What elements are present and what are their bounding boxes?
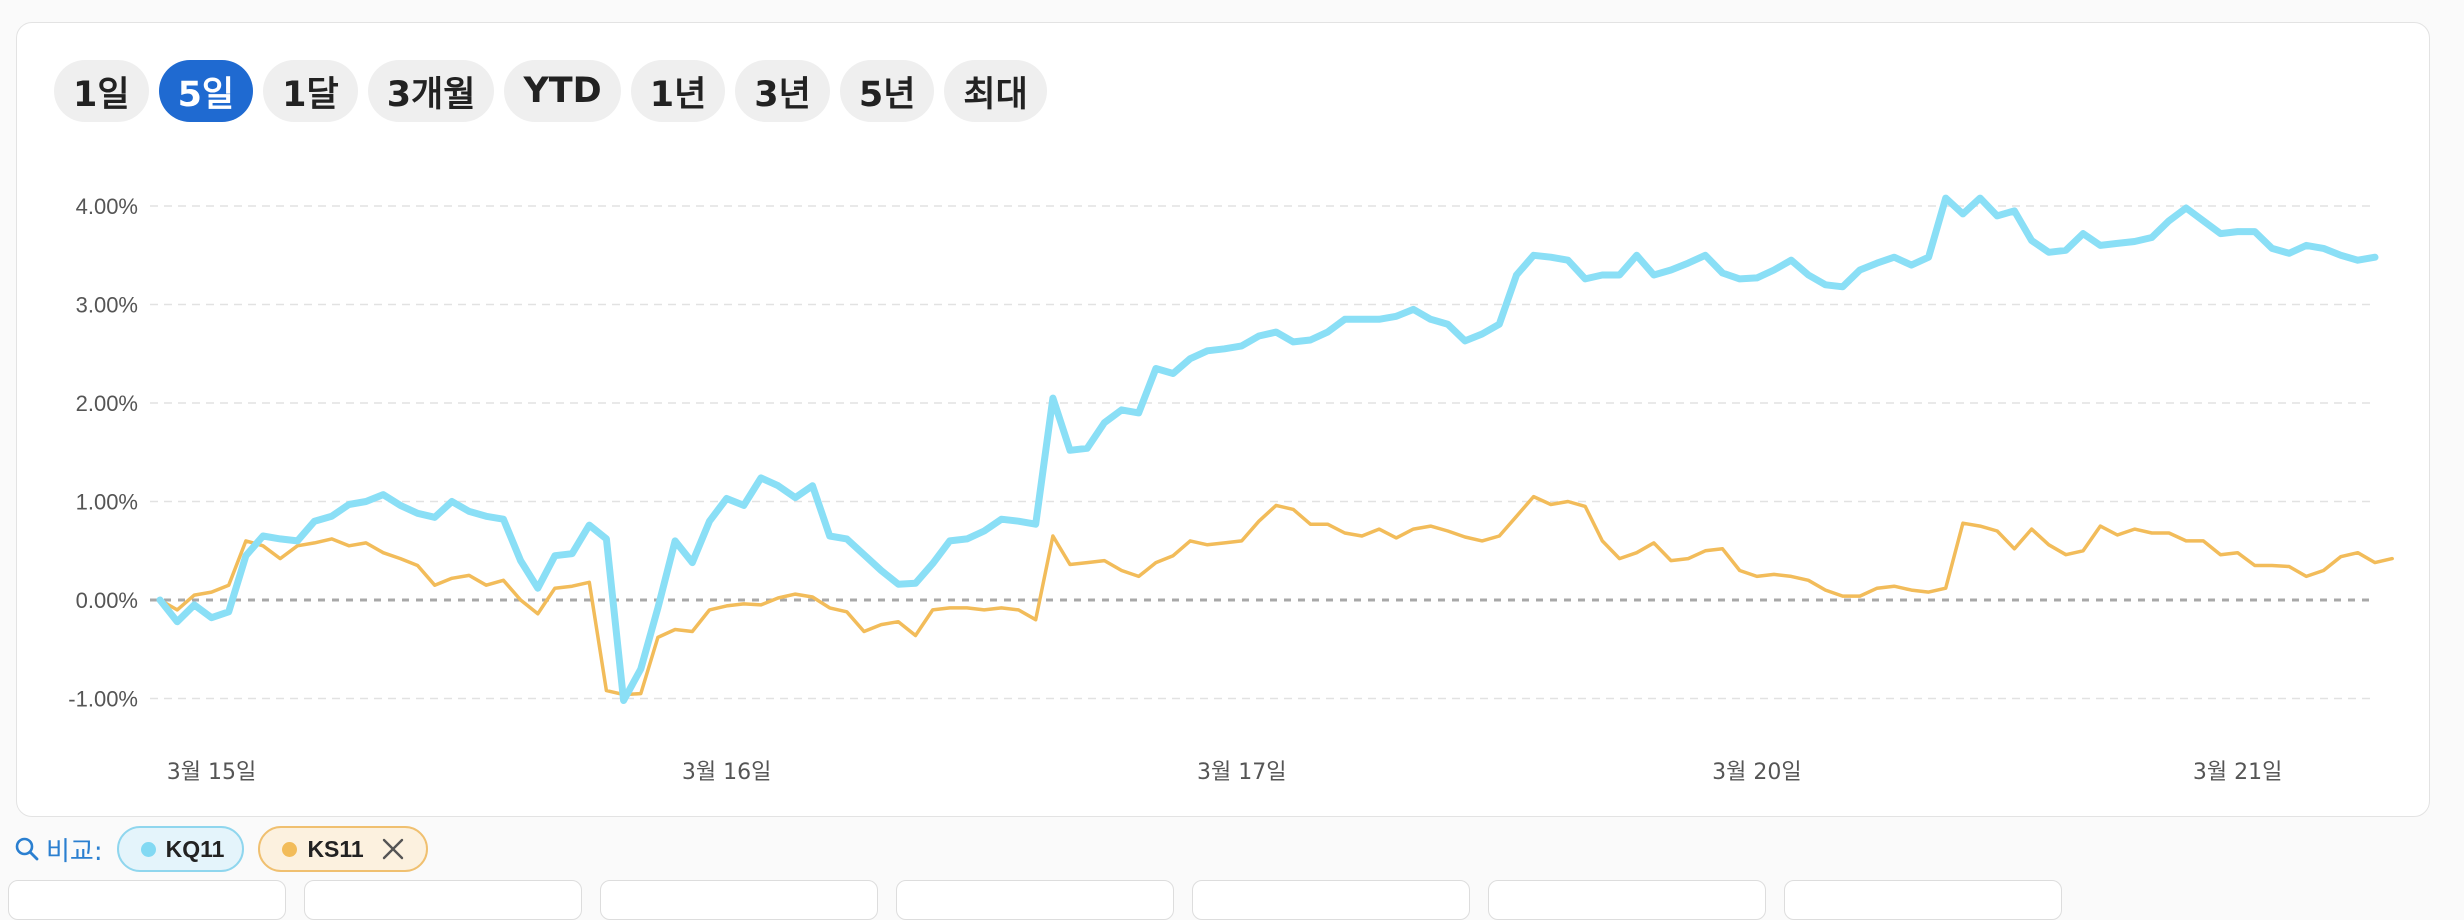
compare-label: 비교: bbox=[14, 831, 103, 868]
y-tick-label: -1.00% bbox=[68, 687, 138, 712]
chart-series bbox=[156, 194, 2394, 704]
summary-card[interactable] bbox=[1784, 880, 2062, 920]
range-tab-3[interactable]: 3개월 bbox=[367, 60, 495, 122]
x-tick-label: 3월 17일 bbox=[1197, 760, 1286, 785]
series-dot-icon bbox=[140, 841, 156, 857]
chart-card bbox=[16, 22, 2430, 817]
line-chart: -1.00%0.00%1.00%2.00%3.00%4.00% 3월 15일 3월… bbox=[68, 194, 2394, 785]
range-tab-1[interactable]: 5일 bbox=[158, 60, 254, 122]
x-tick-label: 3월 21일 bbox=[2193, 760, 2282, 785]
range-tab-4[interactable]: YTD bbox=[504, 60, 621, 122]
bottom-cards bbox=[8, 880, 2062, 920]
chart-grid bbox=[150, 205, 2375, 700]
range-tabs: 1일 5일 1달 3개월 YTD 1년 3년 5년 최대 bbox=[54, 60, 1047, 122]
range-tab-6[interactable]: 3년 bbox=[735, 60, 830, 122]
summary-card[interactable] bbox=[8, 880, 286, 920]
x-tick-label: 3월 16일 bbox=[682, 760, 771, 785]
summary-card[interactable] bbox=[1192, 880, 1470, 920]
x-tick-label: 3월 15일 bbox=[167, 760, 256, 785]
range-tab-7[interactable]: 5년 bbox=[839, 60, 935, 122]
x-axis-ticks: 3월 15일 3월 16일 3월 17일 3월 20일 3월 21일 bbox=[167, 760, 2283, 785]
range-tab-8[interactable]: 최대 bbox=[944, 60, 1047, 122]
range-tab-2[interactable]: 1달 bbox=[263, 60, 358, 122]
range-tab-5[interactable]: 1년 bbox=[630, 60, 726, 122]
y-tick-label: 1.00% bbox=[76, 490, 138, 515]
summary-card[interactable] bbox=[304, 880, 582, 920]
summary-card[interactable] bbox=[1488, 880, 1766, 920]
y-tick-label: 3.00% bbox=[76, 293, 138, 318]
x-tick-label: 3월 20일 bbox=[1712, 760, 1801, 785]
y-tick-label: 0.00% bbox=[76, 588, 138, 613]
close-icon[interactable] bbox=[378, 834, 408, 864]
compare-label-text: 비교: bbox=[46, 836, 103, 867]
range-tab-0[interactable]: 1일 bbox=[54, 60, 149, 122]
y-tick-label: 4.00% bbox=[76, 194, 138, 219]
compare-chip-label: KS11 bbox=[307, 835, 364, 862]
compare-chip-ks11[interactable]: KS11 bbox=[258, 826, 428, 872]
series-line-2 bbox=[158, 494, 2394, 697]
y-axis-ticks: -1.00% 0.00% 1.00% 2.00% 3.00% 4.00% bbox=[68, 194, 138, 712]
y-tick-label: 2.00% bbox=[76, 391, 138, 416]
compare-chip-label: KQ11 bbox=[165, 835, 225, 862]
series-dot-icon bbox=[282, 841, 298, 857]
compare-chip-kq11[interactable]: KQ11 bbox=[116, 826, 245, 872]
search-icon bbox=[15, 837, 39, 861]
summary-card[interactable] bbox=[600, 880, 878, 920]
summary-card[interactable] bbox=[896, 880, 1174, 920]
series-line-1 bbox=[156, 194, 2379, 704]
compare-bar: 비교: KQ11 KS11 bbox=[14, 826, 428, 872]
